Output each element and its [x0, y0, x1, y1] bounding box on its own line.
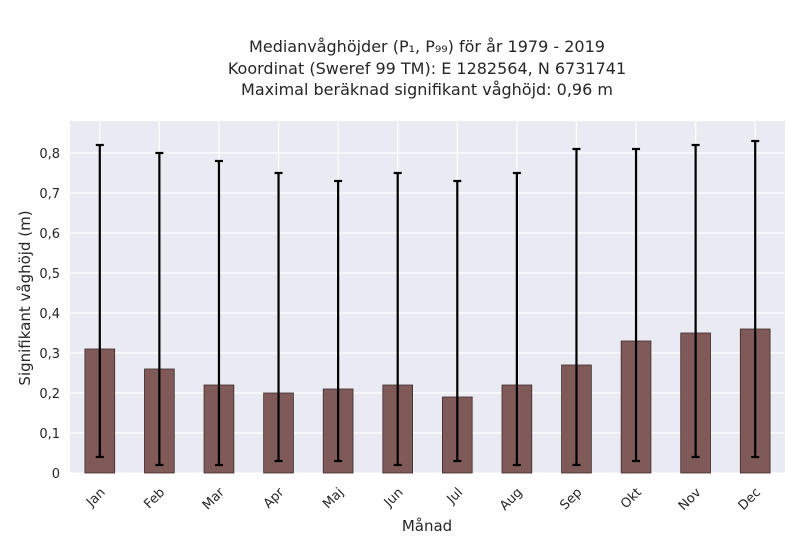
x-tick-label: Feb	[141, 485, 168, 512]
error-bars	[95, 139, 760, 467]
x-tick-label: Apr	[261, 485, 288, 512]
y-tick-label: 0,2	[39, 387, 60, 402]
y-tick-label: 0,3	[39, 347, 60, 362]
y-axis-label: Signifikant våghöjd (m)	[16, 210, 34, 385]
y-tick-label: 0,7	[39, 187, 60, 202]
x-tick-label: Sep	[557, 485, 585, 513]
x-tick-label: Jan	[83, 485, 108, 510]
x-tick-label: Dec	[736, 485, 764, 513]
x-tick-label: Nov	[676, 485, 705, 514]
y-tick-label: 0,1	[39, 427, 60, 442]
x-tick-label: Aug	[497, 485, 526, 514]
y-tick-label: 0	[52, 467, 60, 482]
x-tick-label: Mar	[200, 485, 228, 513]
x-tick-label: Jul	[444, 485, 466, 507]
y-tick-label: 0,6	[39, 227, 60, 242]
x-tick-label: Maj	[320, 485, 347, 512]
x-tick-label: Okt	[618, 485, 645, 512]
x-tick-label: Jun	[381, 485, 407, 511]
y-axis: 0 0,1 0,2 0,3 0,4 0,5 0,6 0,7 0,8	[39, 147, 60, 482]
plot-area	[70, 121, 785, 473]
x-axis-label: Månad	[402, 517, 452, 535]
y-tick-label: 0,8	[39, 147, 60, 162]
title-line-1: Medianvåghöjder (P₁, P₉₉) för år 1979 - …	[249, 37, 605, 56]
title-line-3: Maximal beräknad signifikant våghöjd: 0,…	[241, 80, 613, 99]
y-tick-label: 0,4	[39, 307, 60, 322]
chart-title: Medianvåghöjder (P₁, P₉₉) för år 1979 - …	[228, 37, 626, 99]
y-tick-label: 0,5	[39, 267, 60, 282]
x-axis: Jan Feb Mar Apr Maj Jun Jul Aug Sep Okt Nov Dec	[83, 485, 764, 514]
title-line-2: Koordinat (Sweref 99 TM): E 1282564, N 6…	[228, 59, 626, 78]
